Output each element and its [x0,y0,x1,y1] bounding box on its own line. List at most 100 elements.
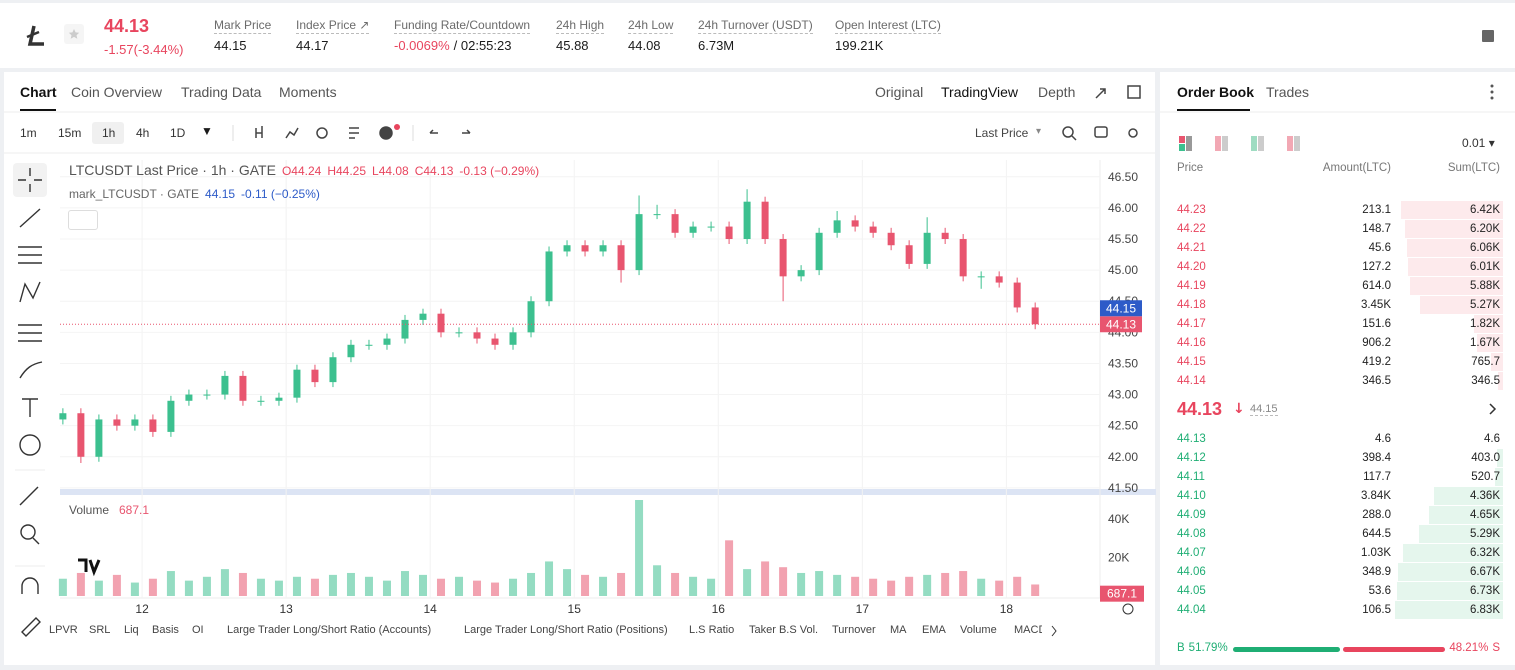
chevron[interactable] [1051,625,1057,637]
layout-icons[interactable] [1179,136,1300,151]
stat-label: 24h Low [628,18,674,34]
ob-last: 44.13 [1177,399,1223,419]
precision[interactable]: 0.01 ▾ [1462,136,1495,150]
indicator[interactable]: OI [192,624,204,636]
stat-value-text: -0.0069% [394,38,450,53]
collapse-button[interactable] [68,210,98,230]
indicator[interactable]: MA [890,624,907,636]
legend-title: LTCUSDT Last Price · 1h · GATE [69,162,276,178]
interval[interactable]: 15m [58,126,82,140]
ob-price[interactable]: 44.19 [1177,280,1206,292]
stat-value-text: 44.15 [214,38,247,53]
chevron[interactable] [1489,403,1497,415]
candle-body [491,338,499,345]
stat-value: -0.0069%/ 02:55:23 [394,38,511,53]
ob-amount: 3.84K [1360,490,1391,502]
ob-price[interactable]: 44.08 [1177,528,1206,540]
tab[interactable]: Moments [279,84,337,100]
depth-bar [1396,582,1503,600]
indicator[interactable]: L.S Ratio [689,624,735,636]
price-type[interactable]: Last Price [975,126,1028,140]
candle-body [311,369,319,383]
indicator[interactable]: Turnover [832,624,876,636]
volume-bar [833,574,842,596]
volume-bar [346,572,355,596]
ohlc-value: C44.13 [414,164,454,178]
candle-body [995,276,1003,283]
volume-bar [725,540,734,596]
ob-price[interactable]: 44.13 [1177,433,1206,445]
volume-bar [292,576,301,596]
y-tick-label: 43.50 [1108,356,1138,370]
ob-price[interactable]: 44.17 [1177,318,1206,330]
indicator[interactable]: LPVR [49,624,78,636]
last-price-box [1100,316,1142,333]
view-tab[interactable]: Depth [1038,84,1076,100]
ob-price[interactable]: 44.14 [1177,375,1206,387]
indicator[interactable]: Basis [152,624,179,636]
ob-price[interactable]: 44.09 [1177,509,1206,521]
ob-tab[interactable]: Trades [1266,84,1310,100]
indicator[interactable]: SRL [89,624,111,636]
ob-price[interactable]: 44.10 [1177,490,1206,502]
ob-arrow: ↓ [1233,401,1245,417]
book-icon[interactable] [1482,30,1494,42]
candle-body [545,251,553,302]
tv-logo-bg [72,550,104,580]
view-tab[interactable]: Original [875,84,924,100]
ob-price[interactable]: 44.15 [1177,356,1206,368]
ob-price[interactable]: 44.04 [1177,604,1206,616]
ratio-label-sell: 48.21% S [1449,642,1500,654]
mark-price-box [1100,300,1142,317]
ob-tab[interactable]: Order Book [1177,84,1255,100]
ob-price[interactable]: 44.23 [1177,204,1206,216]
y-tick-label: 42.50 [1108,419,1138,433]
ob-price[interactable]: 44.16 [1177,337,1206,349]
view-tab[interactable]: TradingView [941,84,1019,100]
chart-panel [4,72,1155,665]
ob-price[interactable]: 44.20 [1177,261,1206,273]
more-icon[interactable] [1490,84,1494,100]
candle-body [923,232,931,264]
x-tick-label: 12 [135,602,149,616]
tab[interactable]: Chart [20,84,57,100]
ob-price[interactable]: 44.21 [1177,242,1206,254]
volume-bar [112,574,121,596]
y-tick-label: 45.00 [1108,263,1138,277]
candle-body [707,226,715,228]
stat-label: 24h Turnover (USDT) [698,18,813,34]
ob-price[interactable]: 44.05 [1177,585,1206,597]
settings-icon[interactable] [1122,603,1134,615]
interval[interactable]: 1m [20,126,37,140]
star-icon [68,29,80,39]
ob-sum: 6.83K [1469,604,1500,616]
volume-bar [509,578,518,596]
indicator[interactable]: Volume [960,624,997,636]
interval[interactable]: 1D [170,126,186,140]
buy-label: B [1177,642,1185,654]
tab[interactable]: Trading Data [181,84,262,100]
tab[interactable]: Coin Overview [71,84,163,100]
candle-body [149,419,157,432]
indicator[interactable]: Large Trader Long/Short Ratio (Accounts) [227,624,432,636]
indicator[interactable]: MACD [1014,624,1042,636]
interval[interactable]: 4h [136,126,150,140]
indicator[interactable]: Large Trader Long/Short Ratio (Positions… [464,624,668,636]
indicator[interactable]: EMA [922,624,946,636]
tv-logo [78,558,101,577]
dropdown-arrow[interactable]: ▼ [201,124,213,138]
ob-price[interactable]: 44.12 [1177,452,1206,464]
ob-price[interactable]: 44.11 [1177,471,1205,483]
volume-bar [635,500,644,596]
price-type-text[interactable]: Last Price [975,126,1029,140]
ob-price[interactable]: 44.18 [1177,299,1206,311]
ob-price[interactable]: 44.07 [1177,547,1206,559]
candle-body [221,375,229,395]
drawing-tools[interactable] [13,163,47,637]
dropdown-arrow[interactable]: ▾ [1036,126,1042,137]
indicator[interactable]: Liq [124,624,139,636]
indicator[interactable]: Taker B.S Vol. [749,624,819,636]
interval[interactable]: 1h [102,126,116,140]
ob-price[interactable]: 44.06 [1177,566,1206,578]
ob-price[interactable]: 44.22 [1177,223,1206,235]
